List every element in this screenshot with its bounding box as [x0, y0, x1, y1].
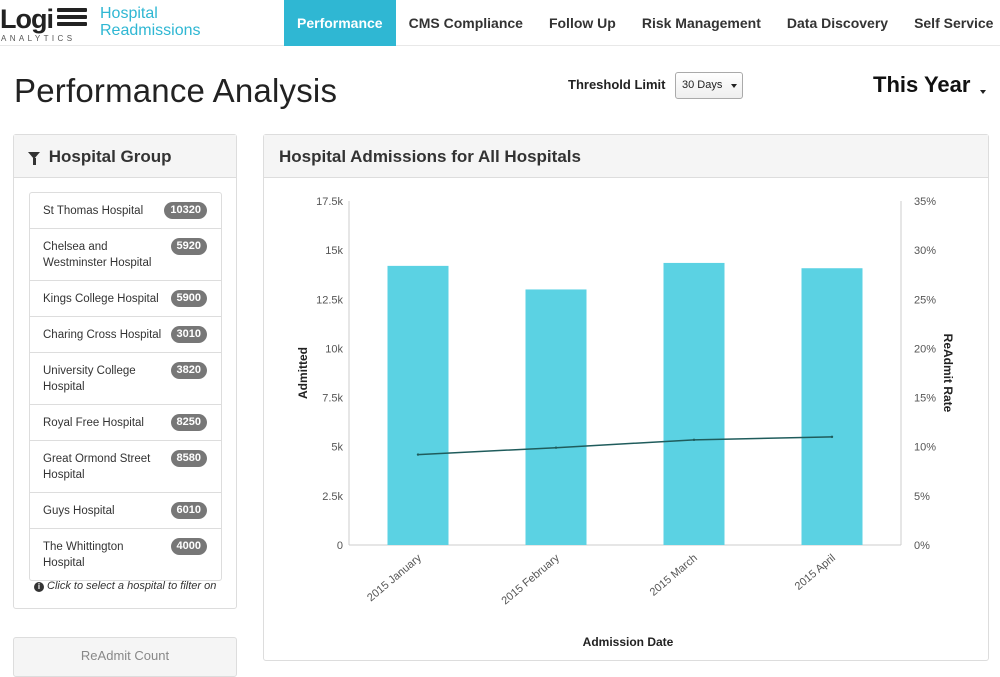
- y-tick-label-left: 7.5k: [322, 393, 343, 405]
- logo-bars-icon: [57, 8, 87, 30]
- hospital-item[interactable]: Royal Free Hospital 8250: [30, 405, 221, 441]
- y-tick-label-right: 10%: [914, 442, 936, 454]
- threshold-label: Threshold Limit: [568, 77, 666, 92]
- bar: [525, 289, 587, 545]
- chart-title: Hospital Admissions for All Hospitals: [279, 147, 581, 166]
- app-title: Hospital Readmissions: [100, 5, 200, 39]
- nav-follow-up[interactable]: Follow Up: [548, 15, 616, 31]
- hospital-name: Great Ormond Street Hospital: [43, 453, 151, 481]
- x-tick-label: 2015 March: [648, 552, 700, 599]
- count-badge: 8250: [170, 414, 207, 431]
- logo[interactable]: Logi ANALYTICS: [0, 4, 92, 44]
- filter-icon: [28, 152, 40, 165]
- app-title-line2: Readmissions: [100, 22, 201, 39]
- main-nav: Performance CMS Compliance Follow Up Ris…: [284, 0, 1000, 46]
- hospital-item[interactable]: Guys Hospital 6010: [30, 493, 221, 529]
- hospital-item[interactable]: Chelsea and Westminster Hospital 5920: [30, 229, 221, 281]
- hospital-group-panel: Hospital Group St Thomas Hospital 10320 …: [13, 134, 237, 609]
- hospital-name: University College Hospital: [43, 365, 136, 393]
- hospital-item[interactable]: Kings College Hospital 5900: [30, 281, 221, 317]
- period-chevron-down-icon[interactable]: [980, 90, 986, 94]
- y-tick-label-left: 12.5k: [316, 294, 343, 306]
- nav-risk-management[interactable]: Risk Management: [641, 15, 761, 31]
- x-tick-label: 2015 February: [499, 552, 562, 608]
- x-tick-label: 2015 April: [793, 552, 838, 593]
- threshold-value: 30 Days: [682, 79, 723, 91]
- logo-subtitle: ANALYTICS: [1, 34, 76, 43]
- y-tick-label-right: 20%: [914, 343, 936, 355]
- hospital-name: Charing Cross Hospital: [43, 329, 162, 341]
- top-header: Logi ANALYTICS Hospital Readmissions Per…: [0, 0, 1000, 46]
- hospital-name: St Thomas Hospital: [43, 205, 144, 217]
- nav-self-service[interactable]: Self Service: [914, 15, 994, 31]
- hospital-item[interactable]: Charing Cross Hospital 3010: [30, 317, 221, 353]
- hospital-name: Guys Hospital: [43, 505, 115, 517]
- count-badge: 8580: [170, 450, 207, 467]
- logo-text: Logi: [0, 4, 54, 34]
- readmit-count-panel[interactable]: ReAdmit Count: [13, 637, 237, 677]
- hospital-list: St Thomas Hospital 10320 Chelsea and Wes…: [29, 192, 222, 581]
- x-axis-label: Admission Date: [583, 635, 674, 649]
- hospital-item[interactable]: University College Hospital 3820: [30, 353, 221, 405]
- filter-hint: i Click to select a hospital to filter on: [34, 580, 216, 592]
- y-tick-label-left: 2.5k: [322, 491, 343, 503]
- count-badge: 5920: [170, 238, 207, 255]
- count-badge: 10320: [164, 202, 207, 219]
- line-point: [830, 435, 834, 439]
- count-badge: 4000: [170, 538, 207, 555]
- y-axis-label-right: ReAdmit Rate: [941, 334, 955, 413]
- nav-performance[interactable]: Performance: [284, 0, 396, 46]
- y-tick-label-left: 0: [337, 540, 343, 552]
- threshold-select[interactable]: 30 Days: [675, 72, 743, 99]
- admissions-chart-panel: Hospital Admissions for All Hospitals 0 2…: [263, 134, 989, 661]
- hospital-name: Kings College Hospital: [43, 293, 159, 305]
- count-badge: 5900: [170, 290, 207, 307]
- y-tick-label-left: 15k: [325, 245, 343, 257]
- y-tick-label-right: 35%: [914, 196, 936, 208]
- readmit-rate-line: [417, 436, 833, 456]
- y-tick-label-left: 5k: [331, 442, 343, 454]
- nav-cms-compliance[interactable]: CMS Compliance: [408, 15, 523, 31]
- line-point: [416, 453, 420, 456]
- nav-data-discovery[interactable]: Data Discovery: [786, 15, 889, 31]
- y-tick-label-right: 25%: [914, 294, 936, 306]
- y-tick-label-right: 30%: [914, 245, 936, 257]
- hospital-group-header: Hospital Group: [14, 135, 236, 178]
- y-tick-label-right: 0%: [914, 540, 930, 552]
- hospital-item[interactable]: The Whittington Hospital 4000: [30, 529, 221, 580]
- y-axis-label-left: Admitted: [296, 347, 310, 399]
- count-badge: 3010: [170, 326, 207, 343]
- bar: [387, 265, 449, 545]
- hospital-name: Chelsea and Westminster Hospital: [43, 241, 152, 269]
- y-tick-label-right: 15%: [914, 393, 936, 405]
- hospital-item[interactable]: St Thomas Hospital 10320: [30, 193, 221, 229]
- chevron-down-icon: [731, 84, 737, 88]
- bar: [801, 268, 863, 545]
- period-selector[interactable]: This Year: [873, 72, 971, 97]
- hospital-name: The Whittington Hospital: [43, 541, 124, 569]
- y-tick-label-left: 10k: [325, 343, 343, 355]
- line-point: [692, 438, 696, 442]
- count-badge: 3820: [170, 362, 207, 379]
- app-title-line1: Hospital: [100, 5, 158, 22]
- count-badge: 6010: [170, 502, 207, 519]
- line-point: [554, 446, 558, 449]
- y-tick-label-right: 5%: [914, 491, 930, 503]
- hospital-item[interactable]: Great Ormond Street Hospital 8580: [30, 441, 221, 493]
- page-title: Performance Analysis: [14, 72, 338, 109]
- y-tick-label-left: 17.5k: [316, 196, 343, 208]
- chart-header: Hospital Admissions for All Hospitals: [264, 135, 988, 178]
- hospital-group-title: Hospital Group: [48, 147, 172, 166]
- x-tick-label: 2015 January: [365, 552, 424, 604]
- bar: [663, 262, 725, 545]
- hospital-name: Royal Free Hospital: [43, 417, 144, 429]
- admissions-chart: 0 2.5k 5k 7.5k 10k 12.5k 15k 17.5k 0% 5% 10% 15% 20%…: [296, 196, 955, 649]
- readmit-count-title: ReAdmit Count: [80, 648, 170, 663]
- filter-hint-text: Click to select a hospital to filter on: [47, 580, 217, 592]
- info-icon: i: [34, 582, 44, 592]
